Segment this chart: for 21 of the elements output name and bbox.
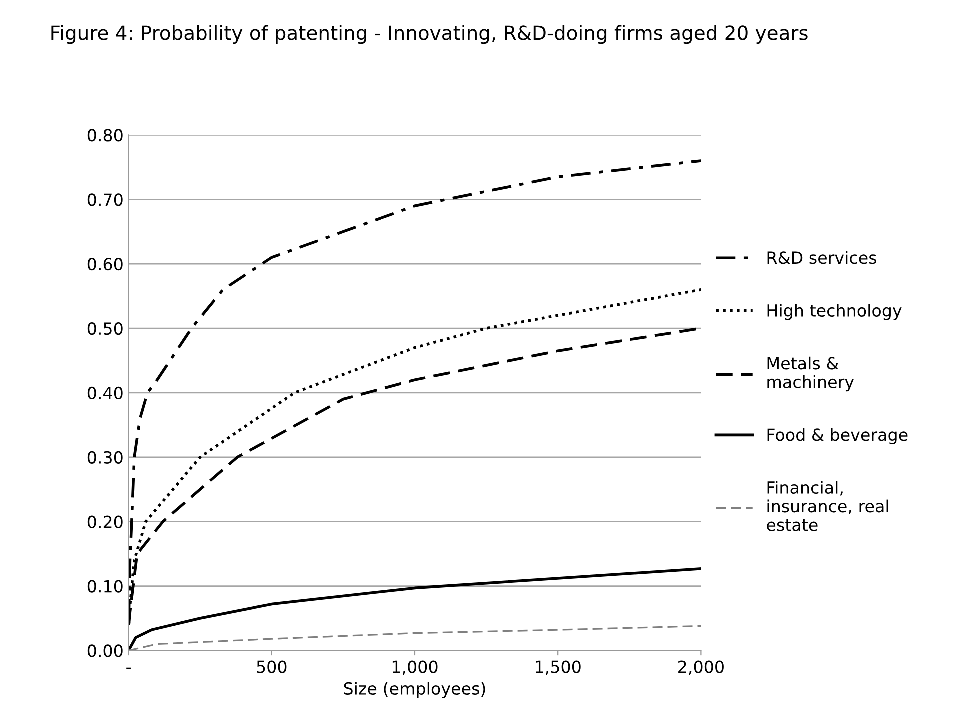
y-tick-label: 0.60 bbox=[88, 258, 123, 271]
legend-label: Metals & machinery bbox=[768, 356, 854, 392]
y-tick-label: 0.80 bbox=[88, 129, 123, 142]
y-tick-label: 0.00 bbox=[88, 644, 123, 658]
legend-label: Financial, insurance, real estate bbox=[767, 481, 888, 532]
legend-label: R&D services bbox=[768, 251, 876, 264]
x-tick-label: 1,000 bbox=[392, 660, 438, 676]
y-tick-label: 0.40 bbox=[88, 386, 123, 400]
legend-label: High technology bbox=[768, 304, 902, 320]
y-tick-label: 0.30 bbox=[88, 451, 123, 464]
x-tick-label: - bbox=[126, 668, 131, 670]
x-tick-label: 2,000 bbox=[678, 660, 724, 676]
x-axis-title: Size (employees) bbox=[344, 682, 486, 698]
chart-title: Figure 4: Probability of patenting - Innovating, R&D-doing firms aged 20 years bbox=[52, 25, 808, 44]
x-tick-label: 500 bbox=[257, 660, 287, 674]
y-tick-label: 0.70 bbox=[88, 194, 123, 206]
y-tick-label: 0.50 bbox=[88, 322, 123, 336]
legend-label: Food & beverage bbox=[768, 428, 908, 444]
x-tick-label: 1,500 bbox=[536, 660, 581, 676]
y-tick-label: 0.10 bbox=[88, 580, 123, 593]
y-tick-label: 0.20 bbox=[88, 516, 123, 528]
